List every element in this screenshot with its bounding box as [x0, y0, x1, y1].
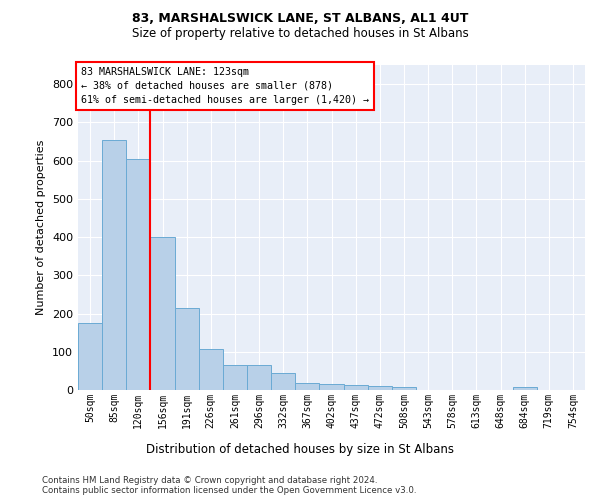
Bar — [368, 386, 392, 390]
Text: Distribution of detached houses by size in St Albans: Distribution of detached houses by size … — [146, 442, 454, 456]
Bar — [78, 323, 102, 390]
Text: Size of property relative to detached houses in St Albans: Size of property relative to detached ho… — [131, 28, 469, 40]
Bar — [392, 387, 416, 390]
Bar — [295, 383, 319, 390]
Text: 83, MARSHALSWICK LANE, ST ALBANS, AL1 4UT: 83, MARSHALSWICK LANE, ST ALBANS, AL1 4U… — [132, 12, 468, 26]
Bar — [199, 348, 223, 390]
Bar — [512, 387, 537, 390]
Bar — [271, 373, 295, 390]
Y-axis label: Number of detached properties: Number of detached properties — [37, 140, 46, 315]
Text: Contains HM Land Registry data © Crown copyright and database right 2024.: Contains HM Land Registry data © Crown c… — [42, 476, 377, 485]
Bar — [247, 365, 271, 390]
Bar — [102, 140, 126, 390]
Bar — [319, 384, 344, 390]
Bar — [175, 308, 199, 390]
Text: Contains public sector information licensed under the Open Government Licence v3: Contains public sector information licen… — [42, 486, 416, 495]
Bar — [151, 237, 175, 390]
Bar — [223, 365, 247, 390]
Bar — [126, 158, 151, 390]
Text: 83 MARSHALSWICK LANE: 123sqm
← 38% of detached houses are smaller (878)
61% of s: 83 MARSHALSWICK LANE: 123sqm ← 38% of de… — [80, 66, 368, 104]
Bar — [344, 384, 368, 390]
